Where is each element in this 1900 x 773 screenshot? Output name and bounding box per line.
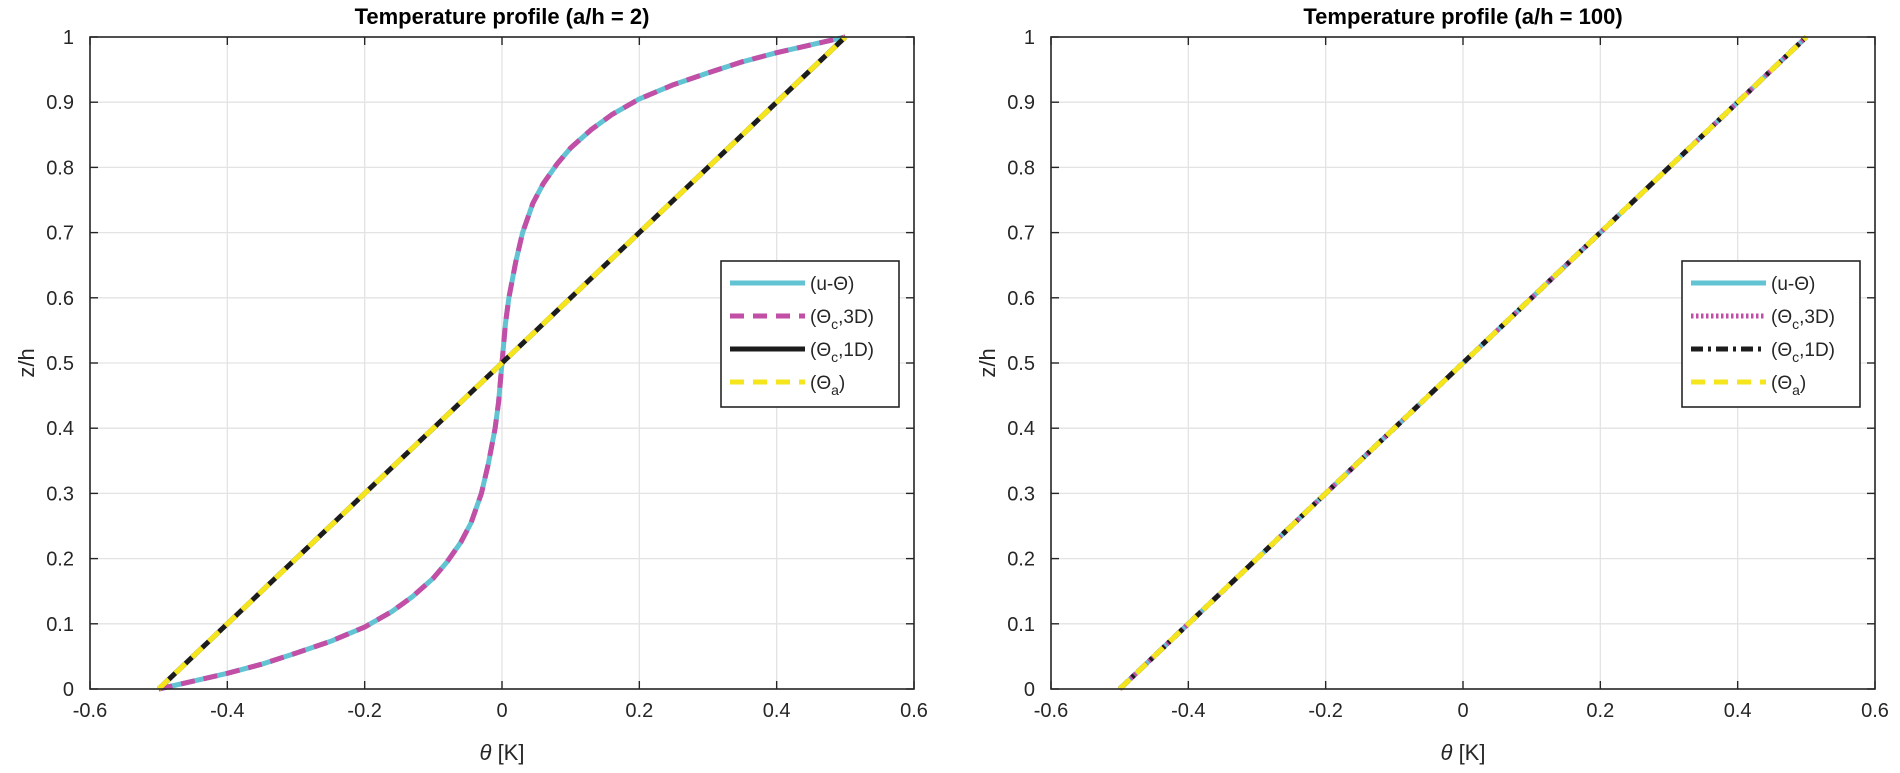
chart-2-y-tick-label: 0.3 (1007, 483, 1035, 505)
chart-2-x-axis-label: θ [K] (1441, 740, 1486, 765)
chart-1-legend-label-subscript: c (831, 316, 838, 332)
chart-2-title: Temperature profile (a/h = 100) (1303, 4, 1622, 29)
chart-2-x-tick-label: 0.4 (1724, 700, 1752, 722)
chart-1-legend-label-subscript: a (831, 382, 839, 398)
chart-1-legend: (u-Θ)(Θc,3D)(Θc,1D)(Θa) (720, 260, 900, 408)
chart-1-legend-label-main: (Θ (810, 307, 831, 328)
chart-2-legend-label-main: (Θ (1771, 307, 1792, 328)
chart-1-y-tick-label: 0.2 (46, 549, 74, 571)
chart-2-y-tick-label: 0.5 (1007, 353, 1035, 375)
chart-2-legend-label-subscript: c (1792, 349, 1799, 365)
chart-1-y-tick-label: 0.1 (46, 614, 74, 636)
chart-2-legend-label-2: (Θc,3D) (1771, 307, 1835, 332)
chart-1-y-tick-label: 0.8 (46, 157, 74, 179)
chart-1-x-tick-label: 0.6 (900, 700, 928, 722)
chart-2-legend-label-3: (Θc,1D) (1771, 340, 1835, 365)
chart-2-legend-label-main: (Θ (1771, 340, 1792, 361)
chart-2-legend-label-subscript: c (1792, 316, 1799, 332)
chart-1-legend-label-1: (u-Θ) (810, 274, 854, 295)
chart-2-y-tick-label: 0.2 (1007, 549, 1035, 571)
chart-1-legend-label-main: (u-Θ) (810, 274, 854, 295)
chart-2-legend-label-tail: ) (1800, 373, 1806, 394)
chart-1-legend-label-main: (Θ (810, 373, 831, 394)
chart-2-x-tick-label: 0.2 (1586, 700, 1614, 722)
chart-2-x-axis-label-symbol: θ (1441, 740, 1453, 765)
chart-2-series-3-line (1117, 35, 1809, 691)
chart-1-x-tick-label: -0.2 (347, 700, 381, 722)
chart-2-legend-label-tail: ,3D) (1799, 307, 1835, 328)
chart-1-series-4-line (156, 35, 848, 691)
chart-1-y-tick-label: 0.6 (46, 288, 74, 310)
chart-1-legend-label-tail: ,3D) (838, 307, 874, 328)
chart-1-legend-label-subscript: c (831, 349, 838, 365)
chart-2-y-axis-label: z/h (975, 348, 1000, 377)
chart-2-y-tick-label: 0.7 (1007, 223, 1035, 245)
chart-2-x-tick-label: -0.2 (1308, 700, 1342, 722)
chart-1-y-tick-label: 0.3 (46, 483, 74, 505)
chart-1-legend-label-tail: ,1D) (838, 340, 874, 361)
chart-2-series-4-line (1117, 35, 1809, 691)
chart-1-y-tick-label: 0 (63, 679, 74, 701)
chart-2-legend-label-1: (u-Θ) (1771, 274, 1815, 295)
chart-1-x-tick-label: 0.4 (763, 700, 791, 722)
chart-2-y-tick-label: 0.9 (1007, 92, 1035, 114)
chart-1-y-tick-label: 0.7 (46, 223, 74, 245)
chart-1-legend-label-2: (Θc,3D) (810, 307, 874, 332)
chart-1-y-tick-label: 0.9 (46, 92, 74, 114)
chart-2-x-tick-label: 0 (1457, 700, 1468, 722)
chart-1-x-axis-label-unit: [K] (491, 740, 524, 765)
chart-1-x-axis-label-symbol: θ (480, 740, 492, 765)
chart-2-x-tick-label: -0.4 (1171, 700, 1205, 722)
chart-1-x-tick-label: 0.2 (625, 700, 653, 722)
chart-1-legend-label-tail: ) (839, 373, 845, 394)
chart-2-legend-label-4: (Θa) (1771, 373, 1806, 398)
chart-2-y-tick-label: 0.1 (1007, 614, 1035, 636)
chart-2-legend: (u-Θ)(Θc,3D)(Θc,1D)(Θa) (1681, 260, 1861, 408)
chart-2-y-tick-label: 0 (1024, 679, 1035, 701)
chart-1-y-axis-label: z/h (14, 348, 39, 377)
chart-1-legend-label-main: (Θ (810, 340, 831, 361)
chart-1-title: Temperature profile (a/h = 2) (355, 4, 650, 29)
chart-1-y-tick-label: 0.5 (46, 353, 74, 375)
chart-1-x-axis-label: θ [K] (480, 740, 525, 765)
chart-1-legend-label-3: (Θc,1D) (810, 340, 874, 365)
chart-2: -0.6 -0.4 -0.2 0 0.2 0.4 0.6 0 0.1 0.2 0.3 0.4 0.5 0.… (975, 4, 1889, 765)
chart-2-x-tick-label: -0.6 (1034, 700, 1068, 722)
chart-2-legend-label-main: (Θ (1771, 373, 1792, 394)
chart-2-legend-label-main: (u-Θ) (1771, 274, 1815, 295)
chart-2-y-tick-label: 0.8 (1007, 157, 1035, 179)
chart-2-x-axis-label-unit: [K] (1452, 740, 1485, 765)
chart-1-x-tick-label: 0 (496, 700, 507, 722)
chart-1: -0.6 -0.4 -0.2 0 0.2 0.4 0.6 0 0.1 0.2 0.3 0.4 0.5 0.… (14, 4, 928, 765)
chart-2-legend-label-tail: ,1D) (1799, 340, 1835, 361)
chart-2-y-tick-label: 0.6 (1007, 288, 1035, 310)
chart-2-legend-label-subscript: a (1792, 382, 1800, 398)
chart-1-x-tick-label: -0.6 (73, 700, 107, 722)
chart-1-y-tick-label: 0.4 (46, 418, 74, 440)
chart-1-legend-label-4: (Θa) (810, 373, 845, 398)
chart-2-y-tick-label: 1 (1024, 27, 1035, 49)
chart-2-x-tick-label: 0.6 (1861, 700, 1889, 722)
chart-1-y-tick-label: 1 (63, 27, 74, 49)
chart-1-x-tick-label: -0.4 (210, 700, 244, 722)
chart-2-y-tick-label: 0.4 (1007, 418, 1035, 440)
